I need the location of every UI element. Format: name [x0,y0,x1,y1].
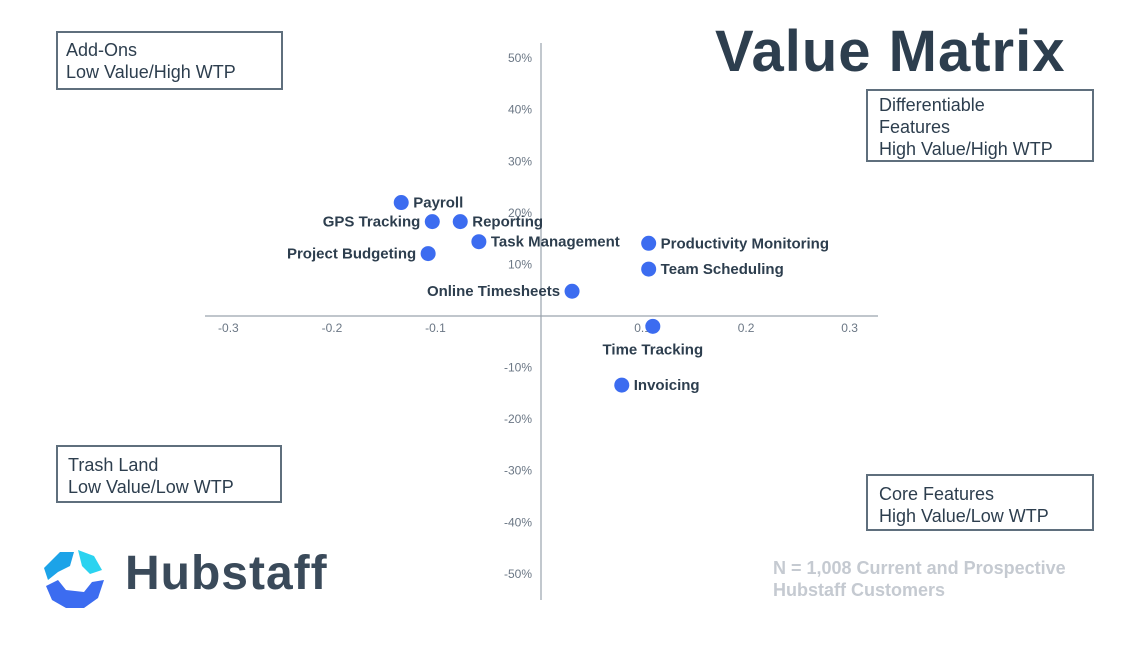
data-point-label: Team Scheduling [661,261,784,278]
quadrant-label-bottom-left: Trash Land Low Value/Low WTP [56,445,282,503]
data-point [420,246,436,262]
x-tick-label: 0.2 [738,321,755,335]
y-tick-label: 30% [508,154,532,168]
data-point [452,214,468,230]
data-point-label: Invoicing [634,377,700,394]
hubstaff-logo: Hubstaff [40,546,370,616]
axes [205,43,878,600]
data-point [641,261,657,277]
data-point [641,235,657,251]
y-tick-label: -50% [504,567,532,581]
data-point [614,377,630,393]
data-point-label: Online Timesheets [427,283,560,300]
data-point-label: Payroll [413,195,463,212]
x-tick-label: 0.3 [841,321,858,335]
data-point-label: Project Budgeting [287,246,416,263]
data-point [393,195,409,211]
x-tick-label: -0.2 [322,321,343,335]
data-point [471,234,487,250]
quadrant-label-top-left: Add-Ons Low Value/High WTP [56,31,283,90]
quadrant-label-top-right: Differentiable Features High Value/High … [866,89,1094,162]
logo-wordmark: Hubstaff [125,547,328,600]
data-point-label: Task Management [491,234,620,251]
tick-labels: -0.3 -0.2 -0.1 0.1 0.2 0.350%40%30%20%10%-10%… [218,51,858,581]
y-tick-label: 50% [508,51,532,65]
y-tick-label: 10% [508,257,532,271]
data-point [645,318,661,334]
y-tick-label: 40% [508,103,532,117]
y-tick-label: -30% [504,464,532,478]
quadrant-label-bottom-right: Core Features High Value/Low WTP [866,474,1094,531]
data-point-label: Reporting [472,214,543,231]
y-tick-label: -40% [504,515,532,529]
data-points: Payroll GPS Tracking Reporting Task Managem… [287,195,829,395]
x-tick-label: -0.1 [425,321,446,335]
y-tick-label: -20% [504,412,532,426]
y-tick-label: 20% [508,206,532,220]
chart-title: Value Matrix [715,19,1066,84]
sample-size-note: N = 1,008 Current and Prospective Hubsta… [773,558,1066,600]
x-tick-label: -0.3 [218,321,239,335]
data-point-label: GPS Tracking [323,214,421,231]
data-point-label: Productivity Monitoring [661,235,829,252]
data-point [424,214,440,230]
data-point-label: Time Tracking [603,341,704,358]
y-tick-label: -10% [504,361,532,375]
hubstaff-logo-icon [44,550,104,608]
data-point [564,283,580,299]
